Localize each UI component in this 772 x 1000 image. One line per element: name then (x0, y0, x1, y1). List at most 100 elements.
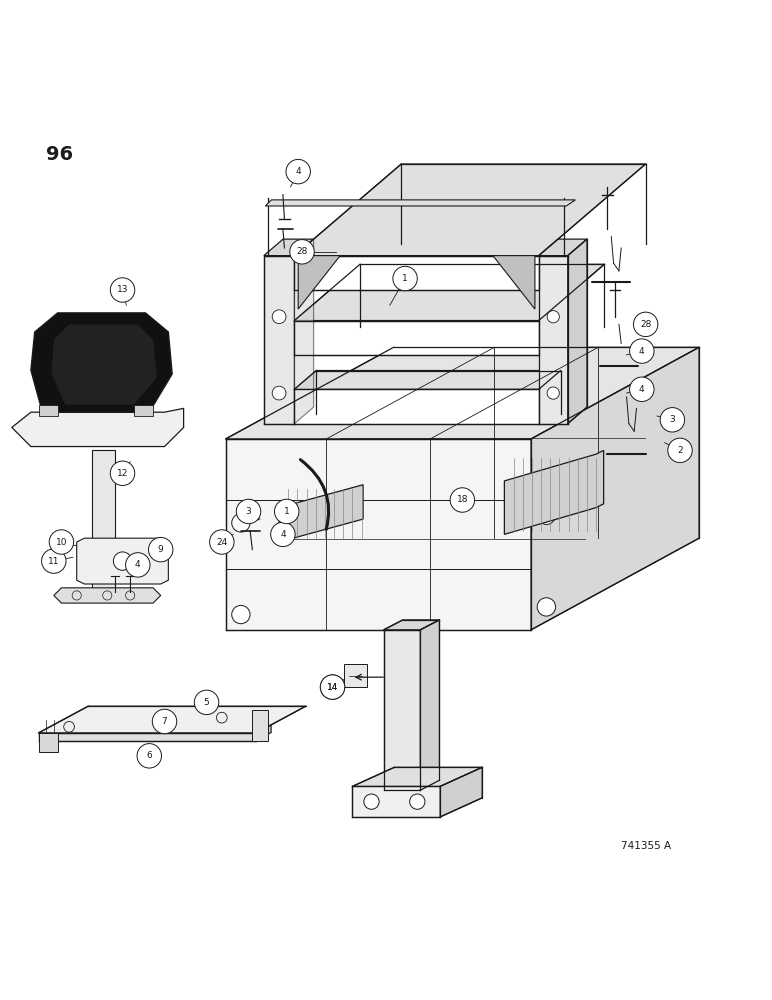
Polygon shape (279, 485, 363, 542)
Text: 96: 96 (46, 145, 73, 164)
Circle shape (273, 386, 286, 400)
Polygon shape (298, 256, 340, 309)
Circle shape (286, 159, 310, 184)
Polygon shape (440, 767, 482, 817)
Polygon shape (225, 439, 531, 630)
Circle shape (209, 530, 234, 554)
Circle shape (320, 675, 345, 699)
Text: 9: 9 (157, 545, 164, 554)
Circle shape (537, 506, 556, 524)
Circle shape (232, 605, 250, 624)
Circle shape (290, 240, 314, 264)
Polygon shape (134, 405, 153, 416)
Circle shape (273, 310, 286, 324)
Polygon shape (421, 620, 439, 790)
Text: 11: 11 (48, 557, 59, 566)
Text: 13: 13 (117, 285, 128, 294)
Circle shape (450, 488, 475, 512)
Polygon shape (384, 620, 439, 630)
Circle shape (137, 744, 161, 768)
Text: 4: 4 (135, 560, 141, 569)
Polygon shape (294, 371, 560, 389)
Text: 14: 14 (327, 683, 338, 692)
Polygon shape (39, 405, 58, 416)
Circle shape (42, 549, 66, 573)
Circle shape (275, 499, 299, 524)
Circle shape (364, 794, 379, 809)
Polygon shape (225, 347, 699, 439)
Circle shape (547, 311, 560, 323)
Polygon shape (264, 256, 294, 424)
Polygon shape (31, 313, 172, 412)
Polygon shape (539, 239, 587, 256)
Polygon shape (256, 725, 271, 741)
Polygon shape (504, 450, 604, 534)
Circle shape (49, 530, 73, 554)
Polygon shape (266, 200, 575, 206)
Polygon shape (294, 264, 604, 321)
Polygon shape (294, 256, 539, 290)
Circle shape (660, 408, 685, 432)
Circle shape (668, 438, 692, 463)
Text: 3: 3 (669, 415, 676, 424)
Text: 1: 1 (402, 274, 408, 283)
Circle shape (236, 499, 261, 524)
Polygon shape (54, 588, 161, 603)
Circle shape (634, 312, 658, 337)
Polygon shape (531, 347, 699, 630)
Polygon shape (352, 786, 440, 817)
Polygon shape (76, 538, 168, 584)
Circle shape (547, 387, 560, 399)
Polygon shape (567, 239, 587, 424)
Polygon shape (294, 164, 645, 256)
Circle shape (113, 552, 132, 570)
Polygon shape (12, 408, 184, 447)
Polygon shape (294, 239, 313, 424)
Polygon shape (39, 706, 306, 733)
Text: 28: 28 (296, 247, 308, 256)
Circle shape (195, 690, 218, 715)
Circle shape (630, 377, 654, 401)
Circle shape (271, 522, 295, 547)
Polygon shape (384, 630, 421, 790)
Text: 4: 4 (296, 167, 301, 176)
Polygon shape (39, 733, 58, 752)
Circle shape (537, 598, 556, 616)
Circle shape (126, 553, 150, 577)
Polygon shape (294, 321, 539, 355)
Text: 1: 1 (284, 507, 290, 516)
Text: 2: 2 (677, 446, 682, 455)
Circle shape (110, 278, 135, 302)
Text: 7: 7 (161, 717, 168, 726)
Polygon shape (344, 664, 367, 687)
Text: 18: 18 (456, 495, 468, 504)
Circle shape (410, 794, 425, 809)
Polygon shape (52, 324, 157, 405)
Circle shape (630, 339, 654, 363)
Polygon shape (352, 767, 482, 786)
Polygon shape (493, 256, 535, 309)
Circle shape (110, 461, 135, 485)
Text: 3: 3 (245, 507, 252, 516)
Text: 12: 12 (117, 469, 128, 478)
Circle shape (393, 266, 418, 291)
FancyArrowPatch shape (300, 460, 329, 529)
Text: 5: 5 (204, 698, 209, 707)
Circle shape (152, 709, 177, 734)
Text: 6: 6 (147, 751, 152, 760)
Text: 14: 14 (327, 683, 338, 692)
Polygon shape (294, 389, 539, 424)
Circle shape (320, 675, 345, 699)
Circle shape (232, 514, 250, 532)
Text: 10: 10 (56, 538, 67, 547)
Text: 4: 4 (280, 530, 286, 539)
Polygon shape (92, 450, 115, 595)
Polygon shape (252, 710, 268, 741)
Polygon shape (264, 239, 313, 256)
Polygon shape (539, 256, 567, 424)
Text: 28: 28 (640, 320, 652, 329)
Polygon shape (39, 733, 256, 741)
Text: 4: 4 (639, 347, 645, 356)
Circle shape (148, 537, 173, 562)
Text: 4: 4 (639, 385, 645, 394)
